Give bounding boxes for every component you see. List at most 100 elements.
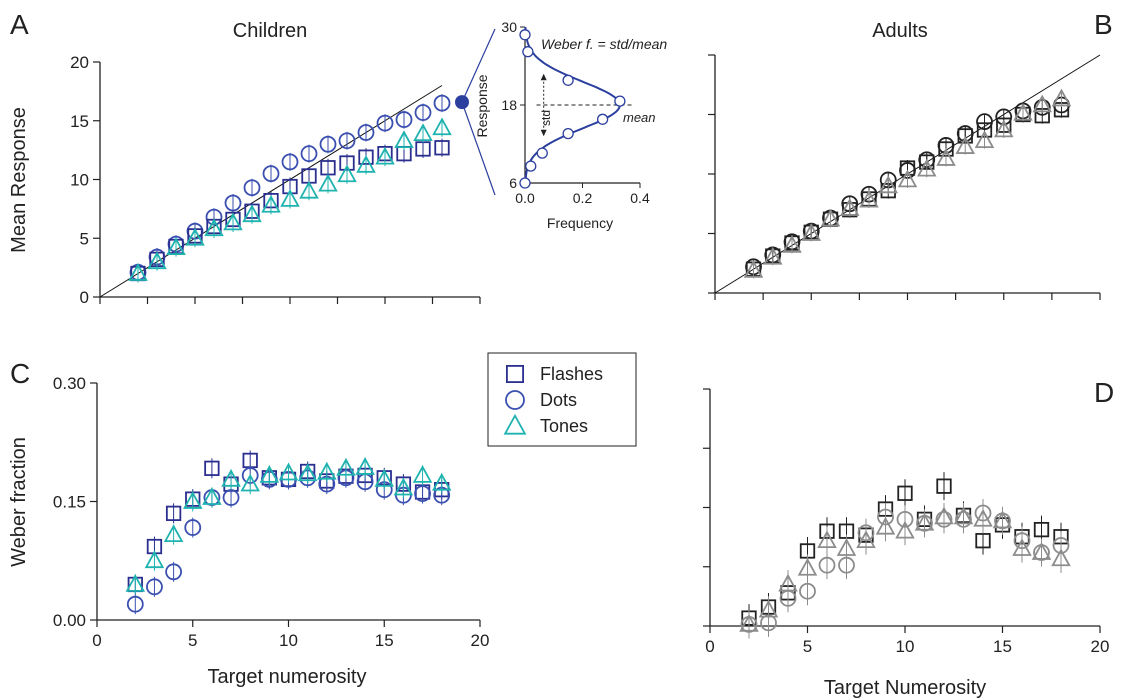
panel-a-triangle-point <box>413 123 433 141</box>
panel-b-triangle-point <box>782 234 802 253</box>
inset-std-arrowhead <box>540 129 547 137</box>
panel-b-triangle-point <box>820 208 841 227</box>
panel-b-triangle-point <box>897 169 918 188</box>
inset-mean-label: mean <box>623 110 656 125</box>
panel-c-circle-point <box>414 485 431 503</box>
panel-b-title: Adults <box>872 20 928 42</box>
inset-histogram-point <box>614 95 626 107</box>
panel-d-square-point <box>975 533 991 549</box>
panel-letter-a: A <box>10 9 29 40</box>
panel-a-ytick-label: 10 <box>70 171 89 190</box>
panel-c-triangle-point <box>412 465 433 483</box>
panel-c-triangle-point <box>221 468 241 487</box>
inset-xtick-label: 0.4 <box>630 190 650 206</box>
panel-c-series <box>125 450 452 615</box>
legend-item-tones: Tones <box>540 416 588 436</box>
panel-c-xlabel: Target numerosity <box>208 666 367 688</box>
panel-a-circle-point <box>262 165 280 183</box>
inset-weber-annotation: Weber f. = std/mean <box>541 36 667 52</box>
panel-a-triangle-point <box>432 117 452 136</box>
panel-d-triangle-point <box>778 573 798 592</box>
inset-ytick-label: 18 <box>501 97 517 113</box>
panel-a-ylabel: Mean Response <box>8 107 30 253</box>
panel-d-triangle-point <box>836 538 857 556</box>
inset-histogram-point <box>536 147 548 159</box>
panel-b-triangle-point <box>859 189 879 208</box>
panel-a-axes: 0 5 10 15 20 <box>70 53 481 307</box>
panel-a-triangle-point <box>280 189 300 207</box>
panel-d-triangle-point <box>856 530 876 548</box>
panel-d-triangle-point <box>758 599 779 618</box>
inset-xlabel: Frequency <box>547 215 613 231</box>
inset-ytick-label: 30 <box>501 19 517 35</box>
panel-a-triangle-point <box>337 164 357 183</box>
panel-c-circle-point <box>184 519 202 536</box>
panel-a-ytick-label: 0 <box>80 288 89 307</box>
panel-d-square-point <box>936 478 952 494</box>
inset-ytick-label: 6 <box>509 175 517 191</box>
panel-a-triangle-point <box>166 237 186 255</box>
panel-a-series <box>128 94 452 283</box>
panel-b-triangle-point <box>936 148 956 166</box>
panel-c-triangle-point <box>163 524 184 542</box>
inset-histogram-point <box>525 160 537 172</box>
panel-d-circle-point <box>818 556 836 574</box>
panel-d-triangle-point <box>875 516 896 535</box>
panel-c-ylabel: Weber fraction <box>8 437 30 567</box>
panel-c-ytick-label: 0.15 <box>53 493 86 512</box>
panel-d-triangle-point <box>797 557 818 576</box>
panel-c-triangle-point <box>317 461 337 480</box>
panel-b-triangle-point <box>743 259 764 278</box>
panel-a-circle-point <box>319 135 337 153</box>
panel-d-triangle-point <box>953 506 974 525</box>
panel-a-triangle-point <box>223 212 243 231</box>
panel-c-xtick-label: 15 <box>375 631 394 650</box>
panel-d-triangle-point <box>739 614 759 632</box>
legend-circle-icon <box>505 390 525 410</box>
panel-a-title: Children <box>233 20 307 42</box>
panel-c-xtick-label: 5 <box>188 631 197 650</box>
panel-b-triangle-point <box>916 158 937 177</box>
inset-histogram-point <box>596 113 609 125</box>
panel-d-square-point <box>897 485 913 501</box>
panel-c-triangle-point <box>393 477 414 496</box>
panel-d-triangle-point <box>817 530 837 548</box>
panel-d-xtick-label: 15 <box>993 637 1012 656</box>
panel-a-circle-point <box>357 124 375 141</box>
panel-b-triangle-point <box>878 175 899 194</box>
legend: Flashes Dots Tones <box>487 352 637 447</box>
legend-item-flashes: Flashes <box>540 364 603 384</box>
inset-histogram-point <box>519 177 531 189</box>
panel-a-triangle-point <box>147 251 167 270</box>
panel-a-triangle-point <box>375 146 395 165</box>
panel-c-triangle-point <box>374 468 395 487</box>
panel-d-series <box>739 472 1071 639</box>
inset-histogram-point <box>562 74 574 86</box>
panel-a-circle-point <box>414 104 432 121</box>
panel-b-triangle-point <box>974 130 995 148</box>
panel-a-circle-point <box>338 132 356 150</box>
panel-d-triangle-point <box>1012 538 1032 556</box>
panel-c-circle-point <box>126 595 144 613</box>
panel-d-triangle-point <box>992 510 1013 529</box>
panel-c-square-point <box>204 460 220 476</box>
panel-d-triangle-point <box>973 508 993 527</box>
panel-d-xtick-label: 0 <box>705 637 714 656</box>
panel-a-triangle-point <box>261 194 281 213</box>
panel-d-xtick-label: 10 <box>896 637 915 656</box>
legend-frame <box>487 352 637 447</box>
panel-c-triangle-point <box>297 463 318 482</box>
inset-histogram-point <box>519 29 531 41</box>
panel-a-triangle-point <box>394 130 414 149</box>
inset-histogram-point <box>562 127 574 140</box>
inset-panel: 6 18 30 0.0 0.2 0.4 <box>501 19 650 206</box>
panel-a-triangle-point <box>242 204 262 223</box>
panel-c-triangle-point <box>336 457 356 476</box>
panel-a-triangle-point <box>318 173 338 192</box>
panel-c-square-point <box>165 505 182 522</box>
inset-xtick-label: 0.0 <box>515 190 535 206</box>
panel-c-xtick-label: 0 <box>92 631 101 650</box>
panel-d-xtick-label: 5 <box>803 637 812 656</box>
panel-b-triangle-point <box>955 136 976 154</box>
inset-histogram-point <box>522 46 534 58</box>
